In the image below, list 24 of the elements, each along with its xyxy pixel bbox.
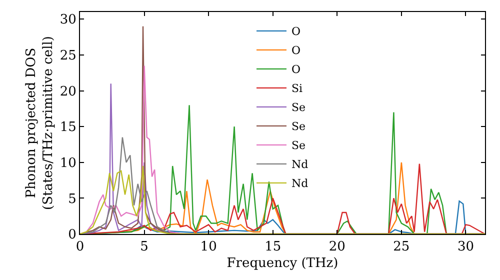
legend-label: Nd (292, 158, 308, 172)
legend-label: Se (292, 101, 306, 114)
x-tick-label: 20 (328, 240, 346, 255)
x-tick-label: 25 (393, 240, 410, 255)
y-tick-label: 5 (68, 192, 76, 207)
legend-label: Nd (292, 177, 308, 190)
x-tick-label: 10 (200, 240, 217, 255)
x-tick-label: 15 (264, 240, 282, 255)
y-tick-label: 25 (60, 48, 76, 64)
y-tick-label: 20 (60, 84, 76, 100)
x-axis-title: Frequency (THz) (226, 256, 338, 272)
legend-label: Si (292, 82, 304, 96)
y-axis-title: Phonon projected DOS (States/THz·primitive cell) (24, 36, 56, 210)
legend-label: O (292, 63, 301, 76)
y-tick-label: 15 (60, 120, 76, 136)
y-tick-label: 0 (68, 228, 76, 243)
x-tick-label: 30 (457, 240, 474, 255)
legend-label: O (292, 25, 301, 38)
y-tick-label: 30 (60, 12, 76, 28)
y-tick-label: 10 (60, 156, 76, 171)
legend-label: Se (292, 139, 306, 152)
legend-label: Se (292, 120, 306, 134)
x-tick-label: 5 (140, 240, 148, 255)
legend-label: O (292, 44, 301, 58)
